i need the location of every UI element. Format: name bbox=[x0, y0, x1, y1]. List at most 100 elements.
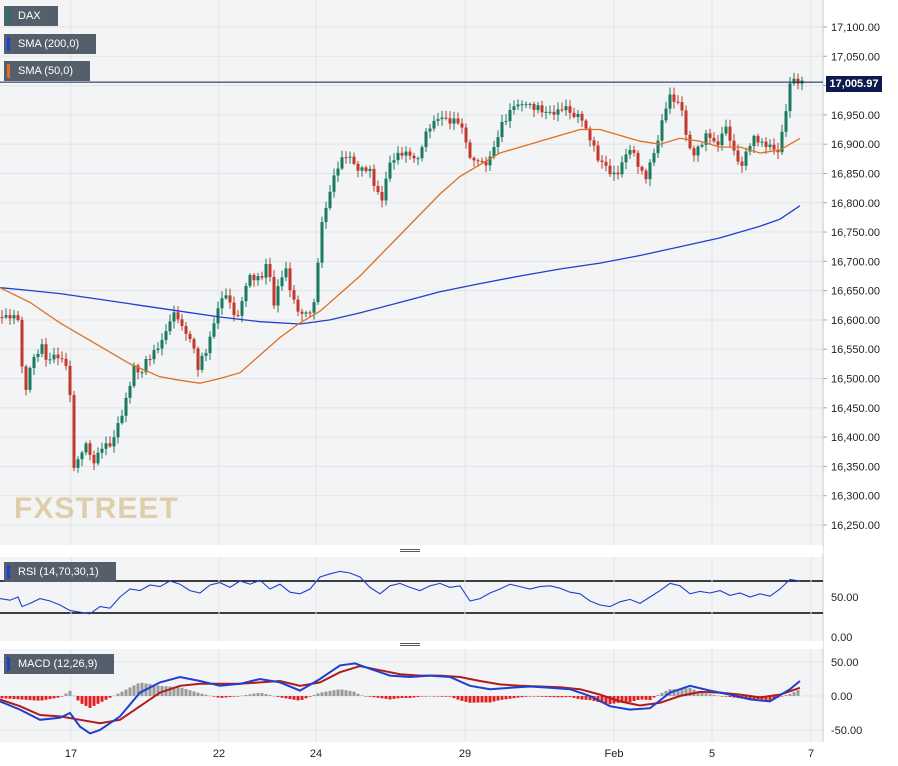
macd-histogram-bar bbox=[32, 696, 36, 701]
price-axis-label: 17,100.00 bbox=[831, 22, 880, 34]
macd-histogram-bar bbox=[452, 696, 456, 699]
macd-histogram-bar bbox=[696, 691, 700, 696]
macd-histogram-bar bbox=[604, 696, 608, 704]
candle-body bbox=[592, 140, 596, 146]
macd-histogram-bar bbox=[360, 695, 364, 696]
candle-body bbox=[200, 355, 204, 370]
candle-body bbox=[792, 78, 796, 84]
candle-body bbox=[668, 94, 672, 109]
candle-body bbox=[512, 106, 516, 111]
candle-body bbox=[636, 152, 640, 167]
macd-histogram-bar bbox=[524, 696, 528, 697]
macd-histogram-bar bbox=[768, 696, 772, 702]
macd-histogram-bar bbox=[36, 696, 40, 701]
macd-axis-label: -50.00 bbox=[831, 725, 862, 737]
macd-histogram-bar bbox=[456, 696, 460, 700]
resize-grip[interactable] bbox=[400, 645, 420, 646]
resize-grip[interactable] bbox=[400, 643, 420, 644]
candle-body bbox=[540, 105, 544, 113]
candle-body bbox=[248, 274, 252, 286]
price-axis-label: 16,700.00 bbox=[831, 256, 880, 268]
macd-histogram-bar bbox=[96, 696, 100, 704]
candle-body bbox=[24, 366, 28, 390]
macd-histogram-bar bbox=[648, 696, 652, 701]
macd-histogram-bar bbox=[580, 696, 584, 700]
candle-body bbox=[324, 207, 328, 223]
candle-body bbox=[772, 144, 776, 150]
macd-histogram-bar bbox=[84, 696, 88, 706]
candle-body bbox=[108, 443, 112, 447]
candle-body bbox=[28, 368, 32, 390]
candle-body bbox=[516, 104, 520, 107]
candle-body bbox=[664, 108, 668, 121]
macd-histogram-bar bbox=[68, 690, 72, 696]
macd-histogram-bar bbox=[372, 696, 376, 698]
candle-body bbox=[36, 353, 40, 357]
macd-histogram-bar bbox=[188, 690, 192, 696]
macd-histogram-bar bbox=[348, 690, 352, 696]
candle-body bbox=[328, 191, 332, 208]
candle-body bbox=[296, 299, 300, 312]
dax-swatch bbox=[7, 9, 10, 23]
candle-body bbox=[552, 111, 556, 115]
candle-body bbox=[472, 157, 476, 161]
x-axis-label: 29 bbox=[459, 748, 471, 760]
candle-body bbox=[412, 155, 416, 159]
candle-body bbox=[280, 277, 284, 287]
macd-histogram-bar bbox=[416, 696, 420, 697]
candle-body bbox=[136, 365, 140, 373]
candle-body bbox=[120, 415, 124, 424]
macd-histogram-bar bbox=[8, 696, 12, 699]
candle-body bbox=[180, 319, 184, 327]
macd-histogram-bar bbox=[200, 693, 204, 696]
candle-body bbox=[696, 146, 700, 156]
rsi-axis-label: 50.00 bbox=[831, 592, 859, 604]
macd-histogram-bar bbox=[148, 684, 152, 696]
candle-body bbox=[476, 160, 480, 162]
candle-body bbox=[628, 149, 632, 155]
candle-body bbox=[184, 326, 188, 334]
candle-body bbox=[536, 105, 540, 110]
price-axis-label: 16,850.00 bbox=[831, 168, 880, 180]
candle-body bbox=[484, 161, 488, 166]
macd-histogram-bar bbox=[304, 696, 308, 699]
macd-histogram-bar bbox=[560, 696, 564, 698]
macd-histogram-bar bbox=[80, 696, 84, 704]
panel-divider-rsi[interactable] bbox=[0, 547, 823, 554]
rsi-line bbox=[0, 570, 801, 615]
macd-histogram-bar bbox=[780, 696, 784, 697]
macd-histogram-bar bbox=[712, 694, 716, 696]
macd-histogram-bar bbox=[724, 696, 728, 697]
candle-body bbox=[656, 140, 660, 154]
candle-body bbox=[708, 133, 712, 138]
candle-body bbox=[496, 137, 500, 147]
candle-body bbox=[40, 344, 44, 354]
candle-body bbox=[548, 111, 552, 113]
candle-body bbox=[448, 118, 452, 124]
price-axis-label: 16,250.00 bbox=[831, 520, 880, 532]
candle-body bbox=[48, 359, 52, 361]
candle-body bbox=[600, 160, 604, 162]
price-axis-label: 16,550.00 bbox=[831, 344, 880, 356]
macd-histogram-bar bbox=[152, 684, 156, 696]
legend-dax-label: DAX bbox=[18, 10, 41, 22]
macd-histogram-bar bbox=[676, 689, 680, 696]
candle-body bbox=[508, 110, 512, 122]
candle-body bbox=[788, 83, 792, 112]
candle-body bbox=[760, 141, 764, 143]
panel-divider-macd[interactable] bbox=[0, 641, 823, 648]
macd-histogram-bar bbox=[628, 696, 632, 703]
macd-histogram-bar bbox=[796, 690, 800, 696]
resize-grip[interactable] bbox=[400, 549, 420, 550]
candle-body bbox=[8, 315, 12, 319]
macd-histogram-bar bbox=[156, 685, 160, 696]
macd-histogram-bar bbox=[132, 685, 136, 696]
macd-histogram-bar bbox=[380, 696, 384, 699]
candle-body bbox=[68, 365, 72, 396]
candle-body bbox=[84, 443, 88, 453]
resize-grip[interactable] bbox=[400, 551, 420, 552]
candle-body bbox=[356, 163, 360, 171]
macd-histogram-bar bbox=[256, 692, 260, 696]
candle-body bbox=[72, 395, 76, 468]
macd-axis-label: 0.00 bbox=[831, 691, 852, 703]
